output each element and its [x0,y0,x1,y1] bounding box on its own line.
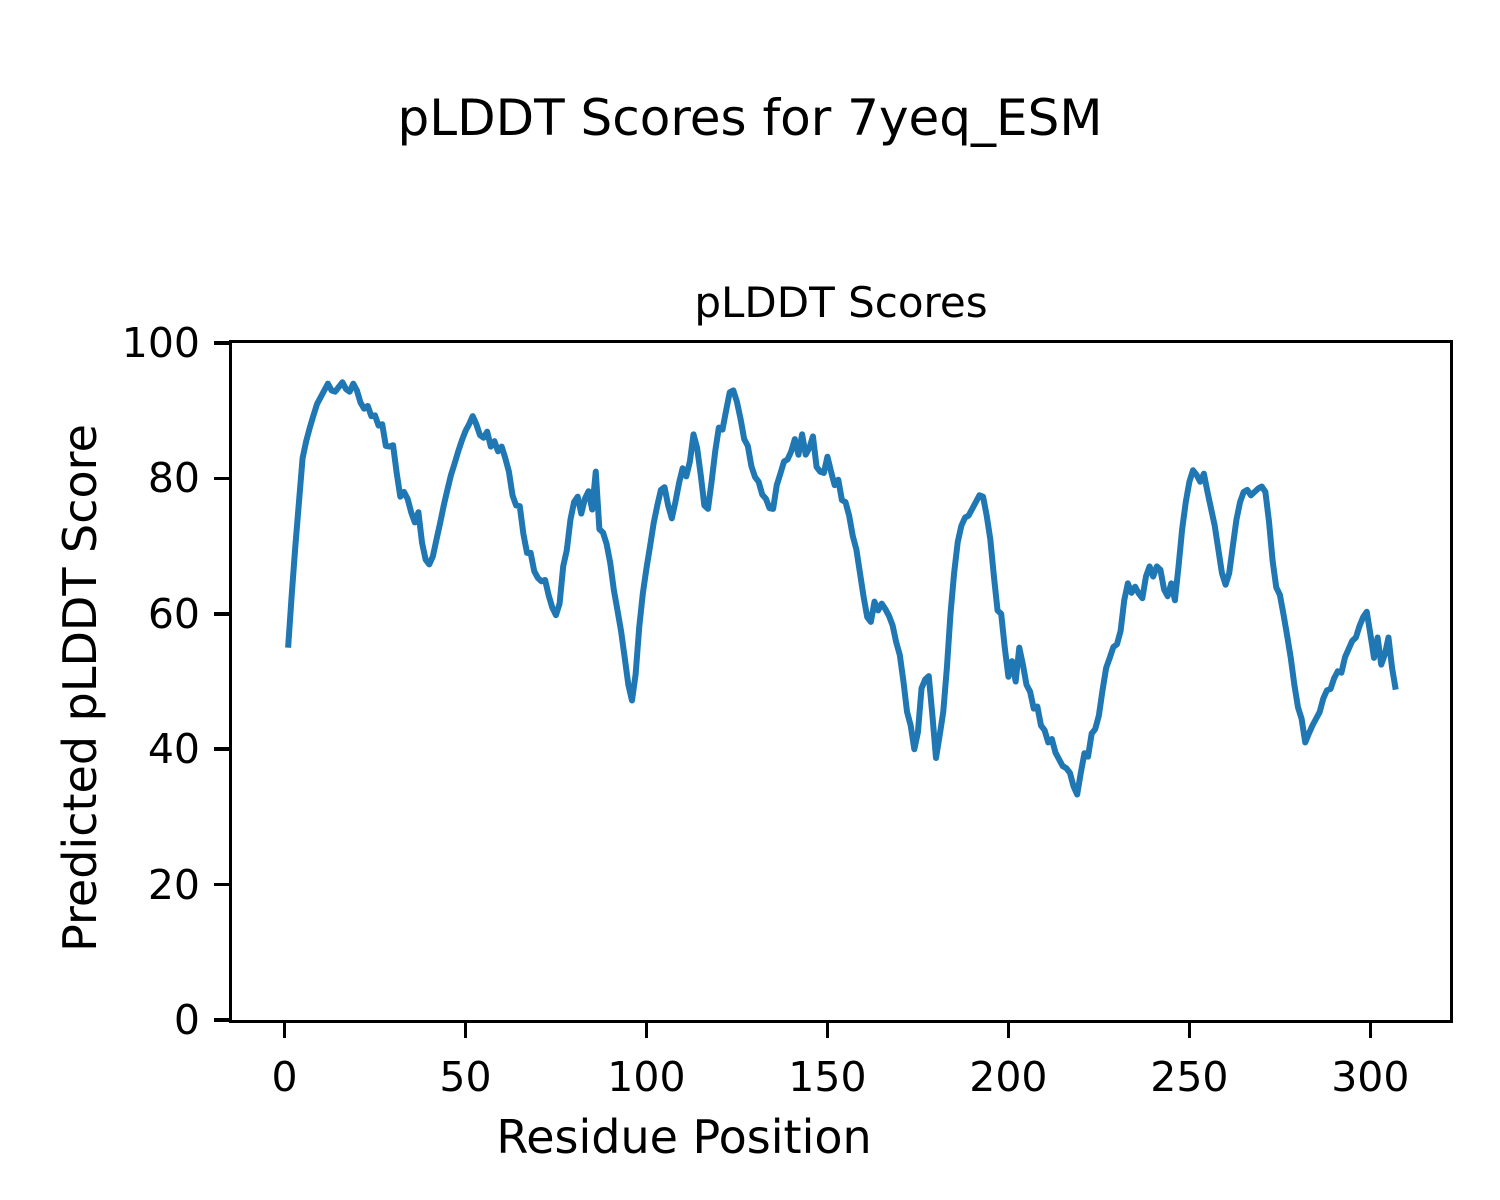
x-tick-mark [1006,1023,1011,1038]
y-tick-mark [214,882,229,887]
y-tick-mark [214,341,229,345]
x-tick-label: 50 [439,1053,492,1101]
y-tick-label: 80 [147,454,200,503]
x-tick-label: 250 [1150,1053,1229,1101]
pldd-score-line [285,379,1399,798]
plot-area [229,340,1453,1023]
x-tick-label: 300 [1331,1053,1410,1101]
x-tick-mark [1368,1023,1373,1038]
pldd-line-chart [285,379,1399,798]
x-tick-label: 150 [788,1053,867,1101]
x-tick-mark [1187,1023,1192,1038]
y-tick-label: 100 [121,319,200,367]
y-tick-label: 60 [147,589,200,638]
x-tick-label: 0 [271,1053,298,1101]
x-tick-mark [644,1023,649,1038]
x-tick-mark [463,1023,468,1038]
x-tick-mark [282,1023,287,1038]
y-tick-mark [214,476,229,481]
y-tick-label: 0 [173,996,200,1044]
figure-title: pLDDT Scores for 7yeq_ESM [397,89,1103,147]
axes-title: pLDDT Scores [694,278,988,327]
x-tick-label: 200 [969,1053,1048,1101]
y-tick-label: 20 [147,860,200,909]
y-tick-mark [214,612,229,616]
x-axis-label: Residue Position [496,1110,872,1164]
x-tick-mark [825,1023,830,1038]
x-tick-label: 100 [607,1053,686,1101]
y-axis-label: Predicted pLDDT Score [53,424,107,952]
y-tick-label: 40 [147,725,200,774]
y-tick-mark [214,1018,229,1022]
y-tick-mark [214,747,229,751]
